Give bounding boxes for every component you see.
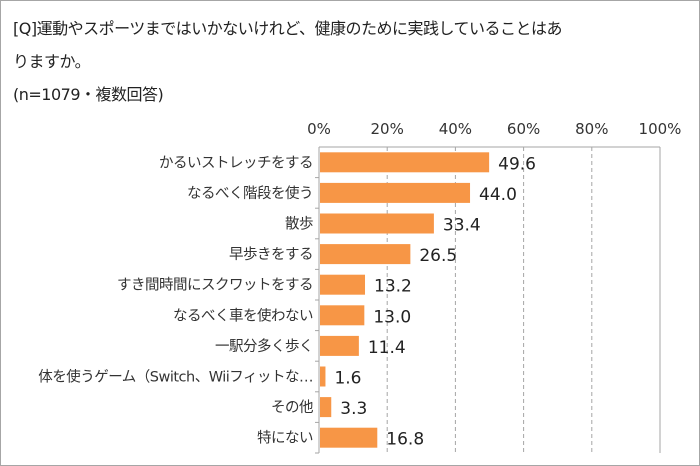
data-label: 16.8: [386, 430, 424, 450]
category-label: 一駅分多く歩く: [215, 338, 313, 355]
data-label: 1.6: [334, 369, 361, 389]
data-label: 11.4: [368, 338, 406, 358]
data-label: 13.2: [374, 277, 412, 297]
category-label: 体を使うゲーム（Switch、Wiiフィットな…: [38, 369, 313, 386]
bar: [320, 244, 411, 265]
bar: [320, 274, 366, 295]
data-label: 13.0: [373, 307, 411, 327]
chart-title-line-1: [Q]運動やスポーツまではいかないけれど、健康のために実践していることはあ: [13, 19, 562, 38]
bar: [320, 366, 326, 387]
data-label: 26.5: [419, 246, 457, 266]
category-label: かるいストレッチをする: [159, 154, 313, 171]
data-label: 49.6: [498, 154, 536, 174]
category-label: その他: [271, 399, 313, 416]
category-label: 特にない: [257, 430, 313, 447]
bar: [320, 213, 434, 234]
category-label: 散歩: [285, 216, 313, 233]
bar: [320, 397, 332, 418]
bar: [320, 152, 490, 173]
x-tick-label: 80%: [575, 120, 608, 138]
data-label: 3.3: [340, 399, 367, 419]
chart-title-line-2: りますか。: [13, 52, 91, 71]
data-label: 33.4: [443, 216, 481, 236]
x-tick-label: 40%: [439, 120, 472, 138]
x-tick-label: 20%: [371, 120, 404, 138]
data-label: 44.0: [479, 185, 517, 205]
category-label: 早歩きをする: [229, 246, 313, 263]
x-tick-label: 0%: [307, 120, 331, 138]
bar: [320, 182, 471, 203]
bar: [320, 305, 365, 326]
chart-subtitle: (n=1079・複数回答): [13, 85, 164, 104]
bar: [320, 427, 378, 448]
category-label: すき間時間にスクワットをする: [117, 277, 313, 294]
x-tick-label: 60%: [507, 120, 540, 138]
category-label: なるべく車を使わない: [173, 307, 313, 324]
category-label: なるべく階段を使う: [187, 185, 313, 202]
x-tick-label: 100%: [639, 120, 682, 138]
bar: [320, 335, 359, 356]
